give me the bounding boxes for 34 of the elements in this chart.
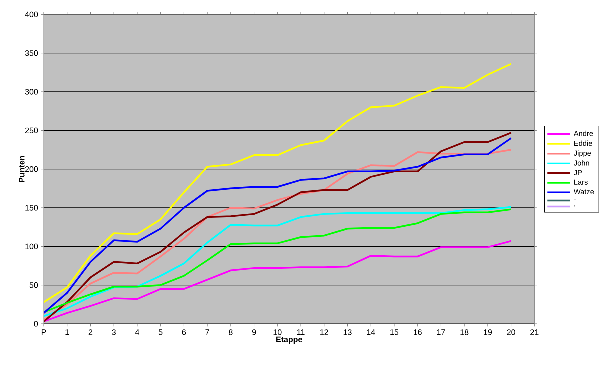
y-axis-title: Punten xyxy=(19,156,25,182)
x-tick-label: 11 xyxy=(297,330,305,336)
x-tick-label: 18 xyxy=(460,330,469,336)
x-tick-label: 2 xyxy=(88,330,93,336)
x-tick-label: 7 xyxy=(206,330,210,336)
x-tick-label: 3 xyxy=(112,330,116,336)
y-tick-label: 350 xyxy=(25,50,38,56)
x-axis-title: Etappe xyxy=(276,336,302,344)
x-tick-label: 4 xyxy=(135,330,140,336)
x-tick-label: 6 xyxy=(182,330,186,336)
y-tick-label: 50 xyxy=(30,282,38,288)
y-tick-label: 200 xyxy=(25,166,38,172)
y-tick-label: 400 xyxy=(25,12,38,18)
y-tick-label: 0 xyxy=(34,321,38,327)
x-tick-label: 9 xyxy=(252,330,256,336)
x-tick-label: 1 xyxy=(66,330,70,336)
x-tick-label: 17 xyxy=(437,330,446,336)
x-tick-label: 13 xyxy=(344,330,352,336)
x-tick-label: 5 xyxy=(158,330,163,336)
y-tick-label: 300 xyxy=(25,89,38,95)
y-tick-label: 250 xyxy=(25,128,38,134)
x-tick-label: 20 xyxy=(507,330,516,336)
x-tick-label: 15 xyxy=(390,330,399,336)
x-tick-label: 8 xyxy=(229,330,233,336)
y-tick-label: 150 xyxy=(26,205,38,211)
line-series xyxy=(44,63,512,304)
x-tick-label: 21 xyxy=(530,330,539,336)
x-tick-label: 19 xyxy=(484,330,492,336)
x-tick-label: 10 xyxy=(274,330,282,336)
y-tick-label: 100 xyxy=(26,244,38,250)
x-tick-label: 14 xyxy=(367,330,376,336)
x-tick-label: 16 xyxy=(414,330,422,336)
x-tick-label: P xyxy=(42,330,46,336)
x-tick-label: 12 xyxy=(320,330,328,336)
